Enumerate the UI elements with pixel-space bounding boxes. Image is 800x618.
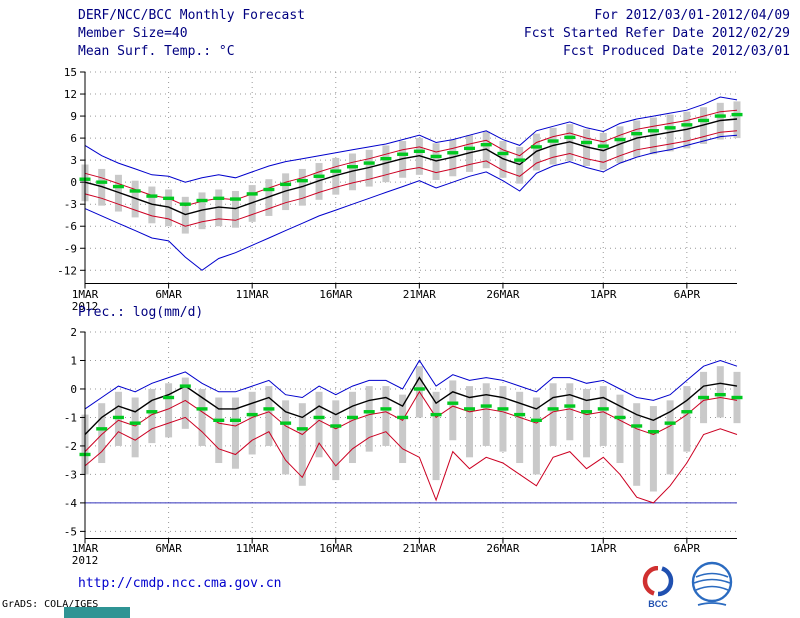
svg-text:6MAR: 6MAR [155,542,182,555]
svg-text:26MAR: 26MAR [486,542,519,555]
ensemble-mean-line [84,118,738,216]
teal-artifact-bar [64,607,130,618]
logo-area: BCC [630,560,760,610]
ncc-logo-globe-circle [691,561,733,603]
svg-text:1MAR: 1MAR [72,542,99,555]
svg-text:-12: -12 [57,264,77,277]
page-title: DERF/NCC/BCC Monthly Forecast [78,8,305,23]
grid [84,71,737,284]
svg-text:-3: -3 [64,198,77,211]
green-dash-reference [79,384,743,457]
ensemble-min-line [84,134,738,271]
bcc-logo-red-swirl [642,566,659,596]
svg-text:-3: -3 [64,468,77,481]
ncc-logo-wave-2 [693,578,731,584]
svg-text:-5: -5 [64,525,77,538]
temperature-chart: -12 -9 -6 -3 0 3 6 9 12 15 1MAR 6MAR 11MAR 16MAR 21MAR… [57,66,743,312]
svg-text:-2: -2 [64,440,77,453]
grads-credit: GrADS: COLA/IGES [2,599,99,610]
svg-text:1APR: 1APR [590,288,617,301]
svg-text:26MAR: 26MAR [486,288,519,301]
temp-chart-title: Mean Surf. Temp.: °C [78,44,235,59]
svg-text:3: 3 [70,154,77,167]
svg-text:0: 0 [70,383,77,396]
bcc-logo: BCC [642,566,674,609]
svg-text:6MAR: 6MAR [155,288,182,301]
svg-text:6APR: 6APR [674,542,701,555]
svg-text:1: 1 [70,354,77,367]
svg-text:12: 12 [64,88,77,101]
svg-text:2012: 2012 [72,554,99,567]
svg-text:1APR: 1APR [590,542,617,555]
ensemble-spread-bars [81,101,741,234]
ncc-logo-wave-3 [695,585,729,591]
svg-text:-6: -6 [64,220,77,233]
header-row-2: Member Size=40 Fcst Started Refer Date 2… [78,26,790,41]
svg-text:-9: -9 [64,242,77,255]
upper-spread-line [84,390,738,452]
source-url-link[interactable]: http://cmdp.ncc.cma.gov.cn [78,576,282,591]
svg-text:-4: -4 [64,497,78,510]
svg-text:11MAR: 11MAR [236,288,269,301]
bcc-logo-label: BCC [648,599,668,609]
fcst-refer-date: Fcst Started Refer Date 2012/02/29 [523,26,790,41]
bcc-logo-blue-swirl [657,566,674,597]
member-size: Member Size=40 [78,26,188,41]
precip-chart-title: Prec.: log(mm/d) [78,305,204,320]
svg-text:11MAR: 11MAR [236,542,269,555]
forecast-range: For 2012/03/01-2012/04/09 [594,8,790,23]
svg-text:16MAR: 16MAR [319,542,352,555]
ncc-logo-script-line [697,602,727,606]
svg-text:2: 2 [70,326,77,339]
ensemble-spread-bars [81,366,741,492]
lower-spread-line [84,130,738,227]
svg-text:-1: -1 [64,411,77,424]
header-row-1: DERF/NCC/BCC Monthly Forecast For 2012/0… [78,8,790,23]
svg-text:21MAR: 21MAR [403,288,436,301]
svg-text:6: 6 [70,132,77,145]
header-row-3: Mean Surf. Temp.: °C Fcst Produced Date … [78,44,790,59]
upper-spread-line [84,109,738,207]
ncc-logo [691,561,733,606]
green-dash-reference [79,112,743,206]
svg-text:15: 15 [64,66,77,79]
ensemble-mean-line [84,376,738,435]
svg-text:9: 9 [70,110,77,123]
svg-text:21MAR: 21MAR [403,542,436,555]
ensemble-max-line [84,359,738,410]
svg-text:16MAR: 16MAR [319,288,352,301]
svg-text:1MAR: 1MAR [72,288,99,301]
svg-text:0: 0 [70,176,77,189]
ensemble-max-line [84,96,738,183]
svg-text:2012: 2012 [72,300,99,312]
ensemble-min-line [84,416,738,504]
axes: -12 -9 -6 -3 0 3 6 9 12 15 1MAR 6MAR 11MAR 16MAR 21MAR… [57,66,737,312]
fcst-produced-date: Fcst Produced Date 2012/03/01 [563,44,790,59]
ncc-logo-wave-1 [695,572,729,578]
svg-text:6APR: 6APR [674,288,701,301]
